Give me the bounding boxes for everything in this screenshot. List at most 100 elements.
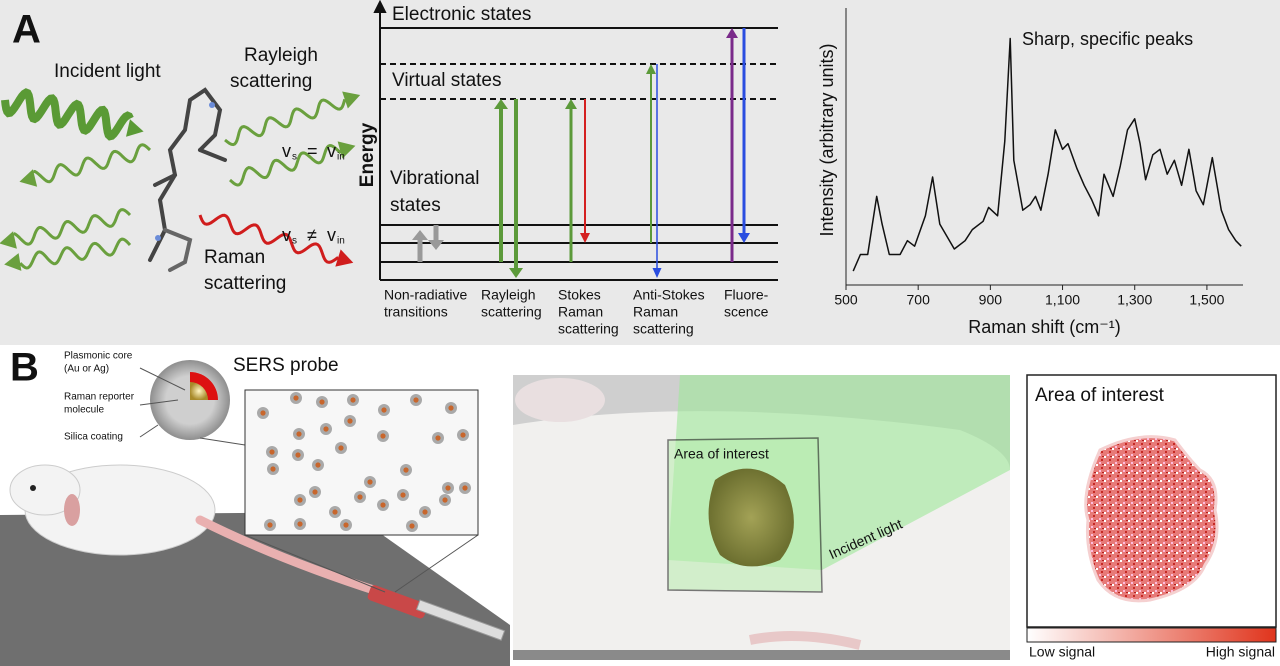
probe-part: Plasmonic core — [64, 351, 133, 362]
arrow-head — [509, 268, 523, 278]
wave — [19, 237, 132, 270]
colorbar-high: High signal — [1206, 644, 1275, 660]
particle-core — [297, 521, 303, 527]
transition-label: Rayleigh — [481, 287, 535, 303]
eq-sub: s — [292, 236, 297, 247]
transition-label: transitions — [384, 304, 448, 320]
equation: v s ≠ v in — [282, 225, 345, 247]
particle-core — [293, 395, 299, 401]
panel-a-bg — [0, 0, 1280, 345]
arrow-head — [428, 240, 444, 250]
particle-core — [270, 466, 276, 472]
colorbar — [1026, 627, 1277, 643]
energy-diagram — [373, 0, 778, 281]
area-label: Area of interest — [674, 446, 769, 462]
molecule — [148, 87, 227, 272]
mouse — [9, 464, 506, 641]
equation: v s = v in — [282, 141, 345, 163]
particle-core — [409, 523, 415, 529]
tumor — [708, 468, 794, 567]
transition-label: scattering — [481, 304, 542, 320]
particle-core — [323, 426, 329, 432]
particle-core — [347, 418, 353, 424]
waves — [0, 88, 361, 271]
wave-head — [337, 141, 356, 159]
transition-arrows — [412, 28, 750, 278]
raman-label: Raman — [204, 247, 265, 268]
eq-sub: in — [337, 152, 345, 163]
eq-symbol: v — [327, 225, 336, 245]
rayleigh-label: Rayleigh — [244, 45, 318, 66]
wave-head — [0, 231, 17, 249]
wave-head — [342, 91, 361, 109]
x-tick-label: 500 — [834, 292, 858, 308]
transition-label: Raman — [633, 304, 678, 320]
wave-head — [126, 119, 144, 137]
x-tick-label: 1,100 — [1045, 292, 1080, 308]
signal-map — [1084, 435, 1219, 603]
transition-labels: Non-radiativetransitionsRayleighscatteri… — [384, 287, 769, 337]
y-axis-label: Intensity (arbitrary units) — [817, 43, 837, 236]
sers-probe-icon — [150, 360, 230, 440]
probe-part: (Au or Ag) — [64, 364, 109, 375]
wave — [33, 143, 152, 184]
particle-core — [295, 452, 301, 458]
x-tick-label: 1,500 — [1189, 292, 1224, 308]
eq-sub: s — [292, 152, 297, 163]
particle-core — [400, 492, 406, 498]
particle-core — [343, 522, 349, 528]
particle-core — [380, 502, 386, 508]
probe-inset — [244, 389, 479, 536]
particle-core — [297, 497, 303, 503]
panel-label: B — [10, 346, 39, 390]
probe-part: molecule — [64, 405, 104, 416]
particle-core — [381, 407, 387, 413]
panel-label: A — [12, 8, 41, 52]
particle-core — [267, 522, 273, 528]
particle-core — [460, 432, 466, 438]
particle-core — [448, 405, 454, 411]
map-title: Area of interest — [1035, 385, 1165, 406]
arrow-head — [726, 28, 738, 38]
spectrum-line — [852, 37, 1242, 272]
eq-symbol: v — [327, 141, 336, 161]
wave — [13, 208, 132, 246]
x-tick-label: 700 — [907, 292, 931, 308]
x-tick-label: 900 — [979, 292, 1003, 308]
particle-core — [367, 479, 373, 485]
virtual-label: Virtual states — [392, 70, 501, 91]
nanoparticles — [257, 392, 471, 532]
x-tick-label: 1,300 — [1117, 292, 1152, 308]
particle-core — [338, 445, 344, 451]
transition-label: scence — [724, 304, 769, 320]
particle-core — [435, 435, 441, 441]
wave-head — [19, 169, 38, 187]
arrow-head — [412, 230, 428, 240]
probe-part: Silica coating — [64, 432, 123, 443]
particle-core — [315, 462, 321, 468]
arrow-head — [738, 233, 750, 243]
eq-op: ≠ — [307, 225, 317, 245]
transition-label: Anti-Stokes — [633, 287, 705, 303]
vibrational-label: states — [390, 195, 441, 216]
probe-part: Raman reporter — [64, 392, 135, 403]
transition-label: Stokes — [558, 287, 601, 303]
particle-core — [260, 410, 266, 416]
incident-label: Incident light — [54, 61, 161, 82]
vibrational-label: Vibrational — [390, 168, 479, 189]
eq-op: = — [307, 141, 318, 161]
particle-core — [296, 431, 302, 437]
particle-core — [269, 449, 275, 455]
energy-label: Energy — [357, 122, 378, 187]
transition-label: scattering — [558, 321, 619, 337]
particle-core — [380, 433, 386, 439]
particle-core — [462, 485, 468, 491]
transition-label: Raman — [558, 304, 603, 320]
wave — [229, 143, 342, 187]
electronic-label: Electronic states — [392, 4, 531, 25]
transition-label: Fluore- — [724, 287, 769, 303]
arrow-head — [652, 268, 662, 278]
transition-label: scattering — [633, 321, 694, 337]
particle-core — [445, 485, 451, 491]
